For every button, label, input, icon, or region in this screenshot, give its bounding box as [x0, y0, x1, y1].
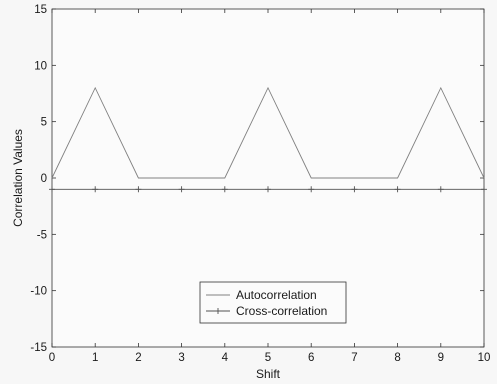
x-tick-label: 1	[92, 352, 98, 364]
legend-marker	[215, 308, 221, 314]
series-0	[51, 86, 485, 179]
y-axis-label: Correlation Values	[11, 129, 25, 227]
x-tick-label: 5	[265, 352, 271, 364]
data-point	[394, 186, 401, 193]
data-point	[308, 186, 315, 193]
data-point	[221, 186, 228, 193]
series-1	[49, 186, 487, 193]
y-tick-label: 15	[34, 4, 47, 16]
data-point	[481, 186, 487, 193]
legend: Autocorrelation Cross-correlation	[199, 281, 347, 324]
x-tick-label: 9	[438, 352, 444, 364]
ticks: 0 1 2 3 4 5 6 7 8 9 10 -15 -10 -5 0 5 10 15	[30, 4, 490, 364]
data-point	[135, 186, 142, 193]
x-tick-label: 3	[178, 352, 184, 364]
x-tick-label: 4	[222, 352, 229, 364]
legend-label: Cross-correlation	[236, 304, 327, 318]
x-tick-label: 10	[478, 352, 491, 364]
x-tick-label: 8	[394, 352, 400, 364]
y-tick-label: 5	[41, 117, 47, 129]
series-layer	[49, 86, 487, 193]
x-axis-label: Shift	[256, 367, 281, 381]
series-line-0	[51, 86, 485, 179]
data-point	[49, 186, 55, 193]
data-point	[92, 186, 99, 193]
data-point	[351, 186, 358, 193]
x-tick-label: 0	[49, 352, 55, 364]
data-point	[437, 186, 444, 193]
y-tick-label: -15	[30, 342, 47, 354]
y-tick-label: -10	[30, 286, 47, 298]
legend-box	[199, 281, 347, 324]
y-tick-label: 10	[34, 60, 47, 72]
x-tick-label: 2	[135, 352, 141, 364]
y-tick-label: -5	[37, 229, 47, 241]
data-point	[265, 186, 271, 193]
data-point	[178, 186, 185, 193]
legend-label: Autocorrelation	[236, 288, 317, 302]
y-tick-label: 0	[41, 173, 47, 185]
x-tick-label: 7	[351, 352, 357, 364]
x-tick-label: 6	[308, 352, 314, 364]
